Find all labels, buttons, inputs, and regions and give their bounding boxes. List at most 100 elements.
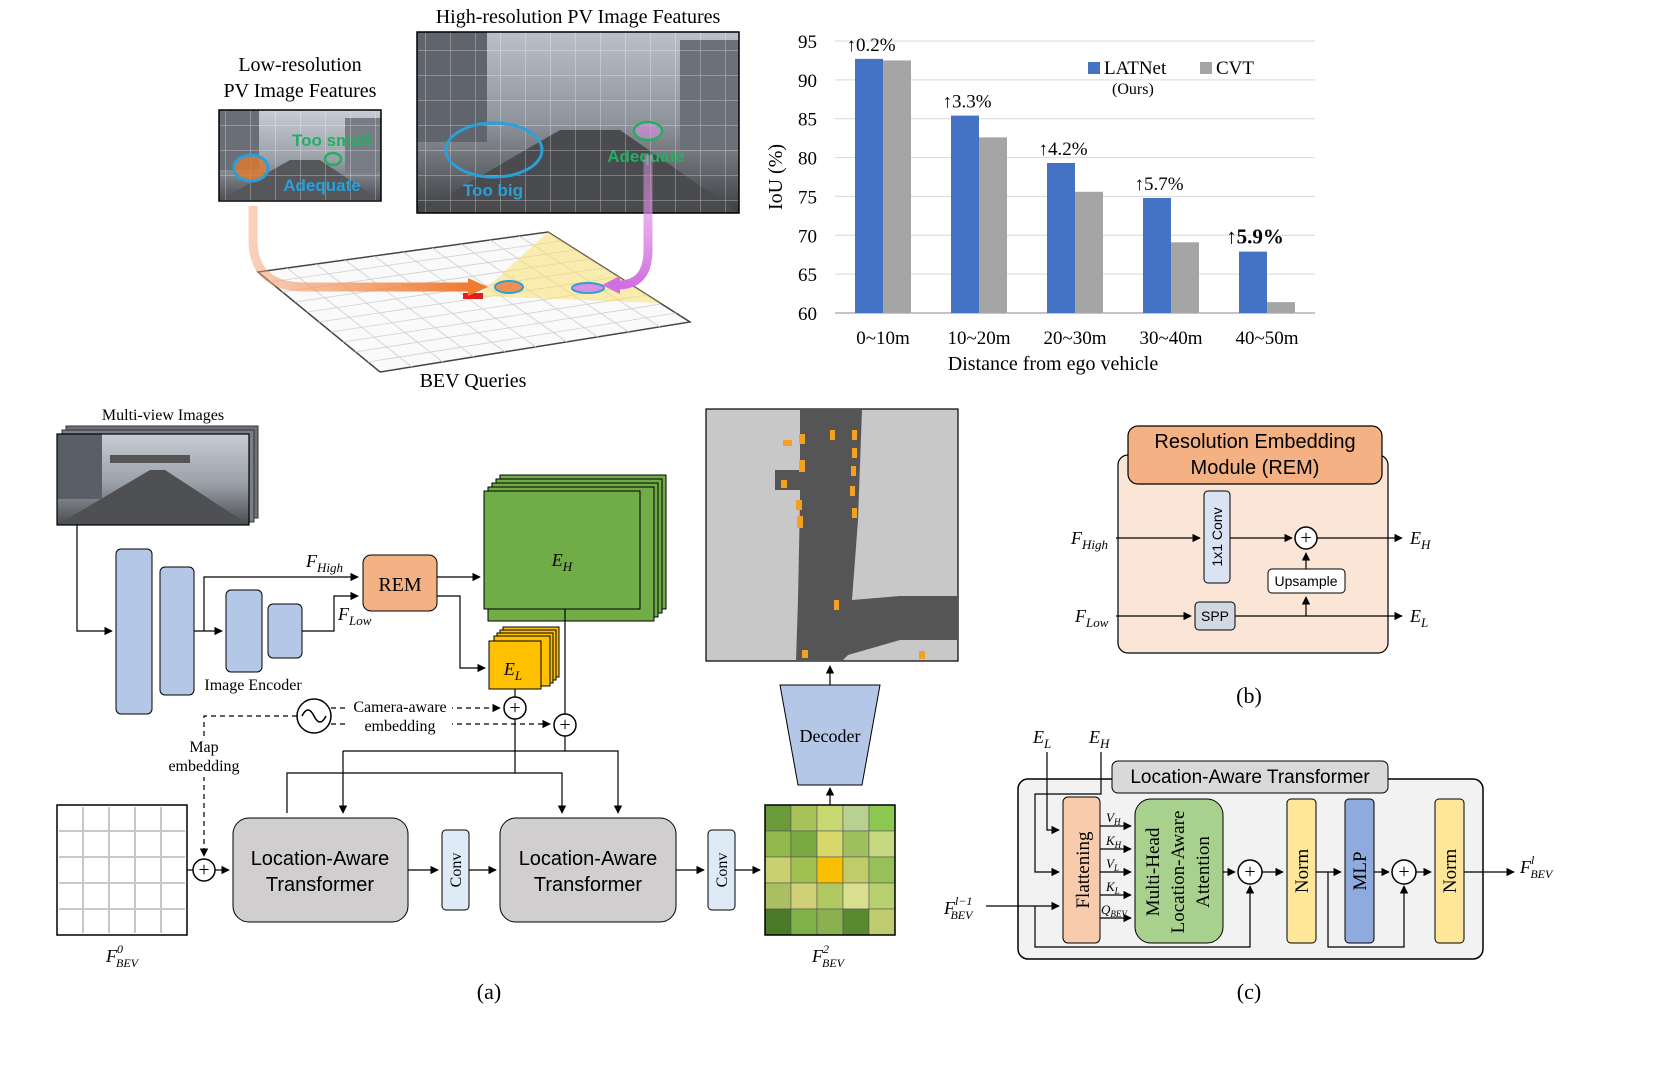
attn-line3: Attention [1193, 836, 1214, 908]
bev-queries-label: BEV Queries [420, 370, 527, 392]
high-res-flow-arrowhead [602, 276, 620, 294]
too-big-label: Too big [463, 181, 523, 200]
svg-text:VL: VL [1106, 856, 1119, 873]
camera-aware-label-2: embedding [364, 718, 435, 735]
rem-f-high: FHigh [1070, 528, 1108, 552]
y-tick-label: 60 [798, 304, 817, 325]
lat-block-2 [499, 817, 677, 923]
bar-latnet [951, 115, 979, 313]
rem-spp-label: SPP [1201, 608, 1229, 624]
flattening-label: Flattening [1073, 831, 1094, 909]
legend-latnet-sub: (Ours) [1112, 81, 1154, 98]
panel-a: Multi-view Images Image Encoder FHigh FL… [56, 407, 959, 1004]
lat-fout-label: Fl BEV [1519, 853, 1554, 881]
caption-a: (a) [477, 979, 501, 1004]
legend-latnet: LATNet [1104, 58, 1167, 79]
fbev0-grid [56, 804, 188, 936]
map-embedding-label-1: Map [189, 739, 218, 756]
low-res-title-1: Low-resolution [238, 54, 361, 76]
chart-legend: LATNet (Ours) CVT [1088, 58, 1254, 98]
rem-title-1: Resolution Embedding [1154, 431, 1355, 453]
camera-aware-label-1: Camera-aware [353, 699, 446, 716]
rem-f-low: FLow [1074, 606, 1109, 630]
lat-el-input: EL [1032, 727, 1051, 751]
attn-line2: Location-Aware [1168, 811, 1189, 934]
rem-label: REM [378, 574, 422, 596]
improvement-annotation: ↑5.7% [1134, 174, 1183, 195]
y-tick-label: 75 [798, 187, 817, 208]
image-encoder [115, 548, 303, 715]
lat-block-1 [232, 817, 409, 923]
rem-el-label: EL [1409, 606, 1428, 630]
attention-inputs: VH KH VL KL QBEV [1100, 810, 1132, 923]
bar-latnet [1047, 163, 1075, 313]
f-low-label: FLow [337, 604, 372, 628]
mlp-label: MLP [1350, 851, 1371, 890]
norm2-label: Norm [1440, 849, 1461, 894]
x-tick-label: 10~20m [947, 328, 1010, 349]
caption-b: (b) [1236, 683, 1262, 708]
panel-b: Resolution Embedding Module (REM) FHigh … [1070, 425, 1431, 708]
bar-latnet [1239, 251, 1267, 313]
caption-c: (c) [1237, 979, 1261, 1004]
iou-bar-chart: 60 65 70 75 80 85 90 95 0~10m ↑0.2% 10~20m ↑3.3% 20~… [798, 32, 1315, 349]
attention-block [1134, 798, 1224, 944]
decoder-label: Decoder [800, 726, 861, 746]
lat2-line1: Location-Aware [519, 848, 658, 870]
adequate-low-label: Adequate [283, 176, 360, 195]
low-res-flow-arrowhead [468, 278, 488, 296]
lat-eh-input: EH [1088, 727, 1110, 751]
eh-label: EH [551, 550, 573, 574]
bar-latnet [855, 58, 883, 314]
rem-eh-label: EH [1409, 528, 1431, 552]
lat1-line2: Transformer [266, 874, 375, 896]
too-small-label: Too small [292, 131, 370, 150]
legend-swatch-latnet [1088, 62, 1100, 74]
y-tick-label: 90 [798, 71, 817, 92]
bev-map-output [705, 408, 959, 662]
rem-block [362, 554, 438, 612]
svg-text:+: + [198, 859, 209, 881]
svg-text:VH: VH [1106, 810, 1121, 827]
x-tick-label: 30~40m [1139, 328, 1202, 349]
svg-text:+: + [509, 697, 520, 719]
bar-cvt [1267, 302, 1295, 313]
f-high-label: FHigh [305, 551, 343, 575]
y-tick-label: 70 [798, 226, 817, 247]
rem-upsample-label: Upsample [1274, 573, 1337, 589]
legend-swatch-cvt [1200, 62, 1212, 74]
lat-title-box [1111, 760, 1389, 794]
conv1-label: Conv [448, 853, 465, 888]
rem-conv-block [1203, 490, 1231, 584]
svg-text:+: + [559, 714, 570, 736]
high-res-title: High-resolution PV Image Features [436, 6, 721, 28]
el-label: EL [503, 659, 522, 683]
rem-title-box [1127, 425, 1383, 485]
svg-text:+: + [1244, 861, 1255, 883]
bar-cvt [1171, 242, 1199, 313]
eh-feature-stack [483, 474, 667, 622]
chart-xlabel: Distance from ego vehicle [948, 353, 1159, 375]
improvement-annotation: ↑4.2% [1038, 139, 1087, 160]
x-tick-label: 0~10m [856, 328, 910, 349]
fbev2-label: F2 BEV [811, 942, 846, 970]
bar-cvt [883, 60, 911, 313]
bar-latnet [1143, 197, 1171, 313]
mlp-block [1344, 798, 1375, 944]
norm-block-1 [1286, 798, 1317, 944]
decoder-block [779, 684, 881, 786]
low-res-title-2: PV Image Features [224, 80, 377, 102]
rem-title-2: Module (REM) [1191, 457, 1320, 479]
y-tick-label: 95 [798, 32, 817, 53]
image-encoder-label: Image Encoder [204, 677, 302, 694]
low-res-flow-arrow [248, 206, 468, 292]
bar-cvt [1075, 191, 1103, 313]
flattening-block [1062, 796, 1101, 944]
lat-title: Location-Aware Transformer [1130, 767, 1370, 788]
attn-line1: Multi-Head [1143, 827, 1164, 916]
norm-block-2 [1434, 798, 1465, 944]
x-tick-label: 40~50m [1235, 328, 1298, 349]
bar-cvt [979, 137, 1007, 313]
improvement-annotation: ↑0.2% [846, 35, 895, 56]
